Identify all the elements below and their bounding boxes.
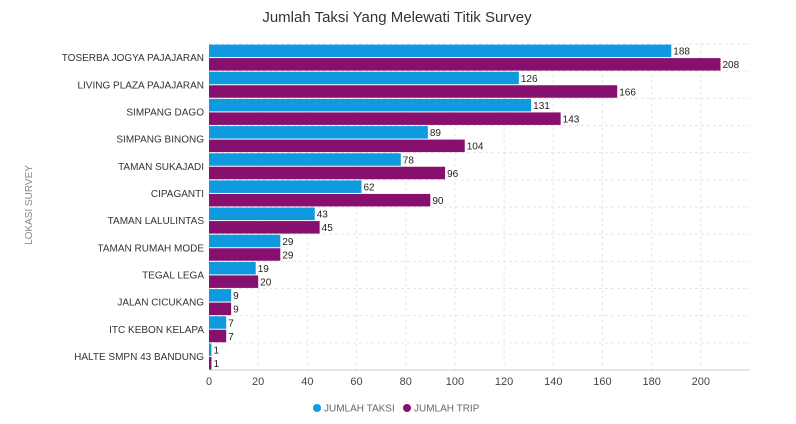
y-axis-label: LOKASI SURVEY xyxy=(24,165,35,245)
bar-jumlah-taksi[interactable] xyxy=(209,44,672,58)
bar-jumlah-trip[interactable] xyxy=(209,166,446,180)
legend-marker xyxy=(403,404,411,412)
data-label: 20 xyxy=(260,277,272,288)
x-tick-label: 0 xyxy=(206,376,212,388)
bar-jumlah-trip[interactable] xyxy=(209,248,281,261)
data-label: 78 xyxy=(403,155,415,166)
data-label: 29 xyxy=(282,237,294,248)
category-label: TAMAN SUKAJADI xyxy=(118,162,204,173)
data-label: 1 xyxy=(213,345,219,356)
category-label: TAMAN RUMAH MODE xyxy=(98,243,205,254)
bar-jumlah-trip[interactable] xyxy=(209,302,232,316)
bar-jumlah-taksi[interactable] xyxy=(209,207,315,221)
data-label: 188 xyxy=(673,47,690,58)
x-tick-label: 80 xyxy=(400,376,412,388)
category-label: TAMAN LALULINTAS xyxy=(108,216,205,227)
data-label: 143 xyxy=(563,114,580,125)
data-label: 96 xyxy=(447,169,459,180)
data-label: 7 xyxy=(228,332,234,343)
data-label: 9 xyxy=(233,305,239,316)
data-label: 1 xyxy=(213,359,219,370)
bar-jumlah-taksi[interactable] xyxy=(209,343,212,356)
bar-jumlah-trip[interactable] xyxy=(209,139,465,153)
legend-label[interactable]: JUMLAH TAKSI xyxy=(324,404,395,415)
category-label: TEGAL LEGA xyxy=(142,270,204,281)
data-label: 104 xyxy=(467,142,484,153)
data-label: 62 xyxy=(363,182,375,193)
bar-jumlah-trip[interactable] xyxy=(209,356,212,370)
legend-marker xyxy=(313,404,321,412)
bar-jumlah-taksi[interactable] xyxy=(209,180,362,193)
category-label: HALTE SMPN 43 BANDUNG xyxy=(74,352,204,363)
data-label: 208 xyxy=(722,60,739,71)
bar-jumlah-taksi[interactable] xyxy=(209,98,532,112)
bar-jumlah-taksi[interactable] xyxy=(209,289,232,302)
data-label: 7 xyxy=(228,318,234,329)
bar-jumlah-trip[interactable] xyxy=(209,112,561,125)
category-label: JALAN CICUKANG xyxy=(117,298,204,309)
x-tick-label: 180 xyxy=(642,376,660,388)
bar-jumlah-taksi[interactable] xyxy=(209,126,428,139)
x-tick-label: 100 xyxy=(446,376,464,388)
bar-jumlah-taksi[interactable] xyxy=(209,316,227,329)
data-label: 45 xyxy=(322,223,334,234)
bar-jumlah-trip[interactable] xyxy=(209,58,721,71)
category-label: SIMPANG DAGO xyxy=(126,107,204,118)
bar-jumlah-trip[interactable] xyxy=(209,329,227,343)
data-label: 9 xyxy=(233,291,239,302)
x-tick-label: 60 xyxy=(350,376,362,388)
bar-jumlah-trip[interactable] xyxy=(209,193,431,207)
x-axis-ticks: 0 20 40 60 80 100 120 140 160 180 200 xyxy=(206,376,710,388)
data-label: 89 xyxy=(430,128,442,139)
data-label: 29 xyxy=(282,250,294,261)
bar-jumlah-taksi[interactable] xyxy=(209,261,256,275)
x-tick-label: 40 xyxy=(301,376,313,388)
x-tick-label: 120 xyxy=(495,376,513,388)
data-label: 131 xyxy=(533,101,550,112)
x-tick-label: 200 xyxy=(692,376,710,388)
category-label: TOSERBA JOGYA PAJAJARAN xyxy=(62,53,204,64)
bar-jumlah-taksi[interactable] xyxy=(209,71,519,85)
bar-jumlah-trip[interactable] xyxy=(209,275,259,288)
bar-jumlah-taksi[interactable] xyxy=(209,234,281,248)
data-label: 19 xyxy=(258,264,270,275)
category-label: ITC KEBON KELAPA xyxy=(109,325,204,336)
data-label: 166 xyxy=(619,87,636,98)
data-label: 90 xyxy=(432,196,444,207)
bar-jumlah-taksi[interactable] xyxy=(209,153,401,166)
data-label: 126 xyxy=(521,74,538,85)
bar-jumlah-trip[interactable] xyxy=(209,221,320,234)
category-labels: TOSERBA JOGYA PAJAJARAN LIVING PLAZA PAJA… xyxy=(62,53,205,363)
x-tick-label: 140 xyxy=(544,376,562,388)
category-label: LIVING PLAZA PAJAJARAN xyxy=(77,80,204,91)
chart-title: Jumlah Taksi Yang Melewati Titik Survey xyxy=(262,9,532,26)
bar-jumlah-trip[interactable] xyxy=(209,85,618,98)
x-tick-label: 160 xyxy=(593,376,611,388)
data-label: 43 xyxy=(317,210,329,221)
legend-label[interactable]: JUMLAH TRIP xyxy=(414,404,480,415)
bars: 188 208 126 166 131 143 89 104 78 96 62 90 43 45 29 29 1… xyxy=(209,44,740,370)
x-tick-label: 20 xyxy=(252,376,264,388)
legend[interactable]: JUMLAH TAKSI JUMLAH TRIP xyxy=(313,404,480,415)
category-label: SIMPANG BINONG xyxy=(116,135,204,146)
grid-lines xyxy=(209,43,750,371)
category-label: CIPAGANTI xyxy=(151,189,204,200)
